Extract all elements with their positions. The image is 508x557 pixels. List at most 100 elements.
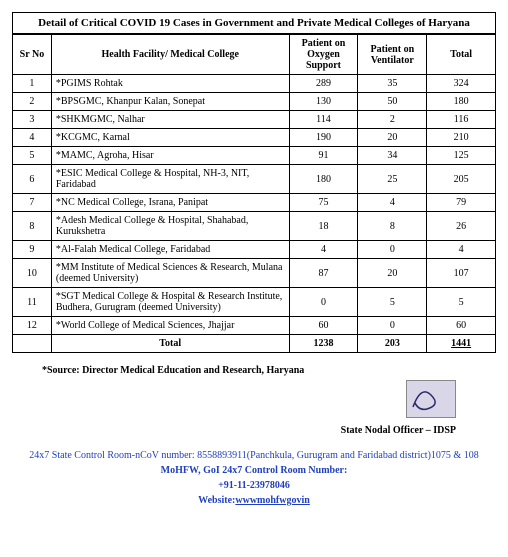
- signature-icon: [406, 380, 456, 418]
- footer-line2: MoHFW, GoI 24x7 Control Room Number:: [12, 463, 496, 478]
- cell-sr: 5: [13, 147, 52, 165]
- table-row: 3*SHKMGMC, Nalhar1142116: [13, 111, 496, 129]
- cell-vent: 20: [358, 129, 427, 147]
- cell-sr: 8: [13, 212, 52, 241]
- cell-oxygen: 130: [289, 93, 358, 111]
- cell-oxygen: 60: [289, 317, 358, 335]
- col-facility: Health Facility/ Medical College: [51, 35, 289, 75]
- table-row: 8*Adesh Medical College & Hospital, Shah…: [13, 212, 496, 241]
- totals-row: Total 1238 203 1441: [13, 335, 496, 353]
- cell-facility: *Adesh Medical College & Hospital, Shaha…: [51, 212, 289, 241]
- cell-sr: 11: [13, 288, 52, 317]
- cell-facility: *NC Medical College, Israna, Panipat: [51, 194, 289, 212]
- header-row: Sr No Health Facility/ Medical College P…: [13, 35, 496, 75]
- cell-oxygen: 87: [289, 259, 358, 288]
- cell-vent: 0: [358, 241, 427, 259]
- cell-total: 107: [427, 259, 496, 288]
- cell-total: 210: [427, 129, 496, 147]
- cell-oxygen: 289: [289, 75, 358, 93]
- cell-vent: 0: [358, 317, 427, 335]
- table-row: 9*Al-Falah Medical College, Faridabad404: [13, 241, 496, 259]
- cell-facility: *MAMC, Agroha, Hisar: [51, 147, 289, 165]
- footer-line3: +91-11-23978046: [12, 478, 496, 493]
- totals-vent: 203: [358, 335, 427, 353]
- footer-line1b: 8558893911(Panchkula, Gurugram and Farid…: [197, 450, 479, 461]
- cell-sr: 7: [13, 194, 52, 212]
- cell-total: 125: [427, 147, 496, 165]
- cell-sr: 9: [13, 241, 52, 259]
- cell-vent: 34: [358, 147, 427, 165]
- footer: 24x7 State Control Room-nCoV number: 855…: [12, 448, 496, 508]
- col-vent: Patient on Ventilator: [358, 35, 427, 75]
- cell-vent: 8: [358, 212, 427, 241]
- signature-wrap: [12, 380, 456, 421]
- cell-vent: 35: [358, 75, 427, 93]
- cell-facility: *SGT Medical College & Hospital & Resear…: [51, 288, 289, 317]
- table-row: 1*PGIMS Rohtak28935324: [13, 75, 496, 93]
- cell-vent: 4: [358, 194, 427, 212]
- table-row: 7*NC Medical College, Israna, Panipat754…: [13, 194, 496, 212]
- website-link[interactable]: wwwmohfwgovin: [235, 495, 309, 506]
- report-title: Detail of Critical COVID 19 Cases in Gov…: [12, 12, 496, 34]
- cell-total: 116: [427, 111, 496, 129]
- cell-facility: *KCGMC, Karnal: [51, 129, 289, 147]
- cell-oxygen: 0: [289, 288, 358, 317]
- cell-facility: *ESIC Medical College & Hospital, NH-3, …: [51, 165, 289, 194]
- col-sr: Sr No: [13, 35, 52, 75]
- col-oxygen: Patient on Oxygen Support: [289, 35, 358, 75]
- cell-oxygen: 4: [289, 241, 358, 259]
- cell-facility: *Al-Falah Medical College, Faridabad: [51, 241, 289, 259]
- cell-facility: *MM Institute of Medical Sciences & Rese…: [51, 259, 289, 288]
- cell-oxygen: 180: [289, 165, 358, 194]
- cell-oxygen: 75: [289, 194, 358, 212]
- cell-vent: 25: [358, 165, 427, 194]
- footer-website: Website:wwwmohfwgovin: [12, 493, 496, 508]
- table-row: 5*MAMC, Agroha, Hisar9134125: [13, 147, 496, 165]
- table-row: 11*SGT Medical College & Hospital & Rese…: [13, 288, 496, 317]
- cases-table: Sr No Health Facility/ Medical College P…: [12, 34, 496, 353]
- cell-sr: 12: [13, 317, 52, 335]
- cell-oxygen: 18: [289, 212, 358, 241]
- cell-total: 205: [427, 165, 496, 194]
- cell-total: 180: [427, 93, 496, 111]
- table-row: 6*ESIC Medical College & Hospital, NH-3,…: [13, 165, 496, 194]
- table-row: 12*World College of Medical Sciences, Jh…: [13, 317, 496, 335]
- cell-facility: *SHKMGMC, Nalhar: [51, 111, 289, 129]
- cell-oxygen: 91: [289, 147, 358, 165]
- cell-facility: *BPSGMC, Khanpur Kalan, Sonepat: [51, 93, 289, 111]
- cell-sr: 1: [13, 75, 52, 93]
- cell-oxygen: 114: [289, 111, 358, 129]
- cell-total: 324: [427, 75, 496, 93]
- table-row: 4*KCGMC, Karnal19020210: [13, 129, 496, 147]
- cell-oxygen: 190: [289, 129, 358, 147]
- cell-total: 4: [427, 241, 496, 259]
- cell-facility: *World College of Medical Sciences, Jhaj…: [51, 317, 289, 335]
- cell-vent: 5: [358, 288, 427, 317]
- table-row: 2*BPSGMC, Khanpur Kalan, Sonepat13050180: [13, 93, 496, 111]
- officer-title: State Nodal Officer – IDSP: [12, 425, 456, 436]
- cell-vent: 20: [358, 259, 427, 288]
- footer-line1: 24x7 State Control Room-nCoV number: 855…: [12, 448, 496, 463]
- totals-blank: [13, 335, 52, 353]
- cell-facility: *PGIMS Rohtak: [51, 75, 289, 93]
- cell-sr: 4: [13, 129, 52, 147]
- grand-total: 1441: [451, 338, 471, 349]
- cell-total: 5: [427, 288, 496, 317]
- totals-label: Total: [51, 335, 289, 353]
- cell-vent: 50: [358, 93, 427, 111]
- source-line: *Source: Director Medical Education and …: [42, 365, 496, 376]
- totals-oxygen: 1238: [289, 335, 358, 353]
- col-total: Total: [427, 35, 496, 75]
- cell-sr: 6: [13, 165, 52, 194]
- cell-sr: 2: [13, 93, 52, 111]
- website-label: Website:: [198, 495, 235, 506]
- cell-total: 60: [427, 317, 496, 335]
- cell-sr: 3: [13, 111, 52, 129]
- cell-sr: 10: [13, 259, 52, 288]
- table-row: 10*MM Institute of Medical Sciences & Re…: [13, 259, 496, 288]
- cell-total: 26: [427, 212, 496, 241]
- cell-vent: 2: [358, 111, 427, 129]
- cell-total: 79: [427, 194, 496, 212]
- totals-grand: 1441: [427, 335, 496, 353]
- footer-line1a: 24x7 State Control Room-nCoV number:: [29, 450, 197, 461]
